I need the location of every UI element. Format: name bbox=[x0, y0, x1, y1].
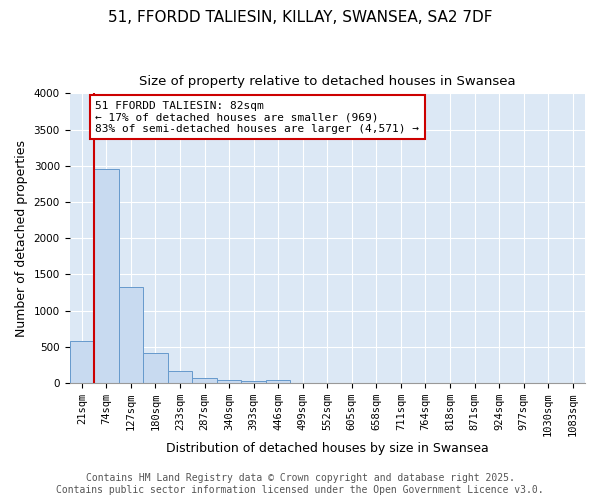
Bar bbox=[94, 168, 119, 383]
Bar bbox=[241, 381, 266, 383]
Bar bbox=[143, 352, 168, 383]
Title: Size of property relative to detached houses in Swansea: Size of property relative to detached ho… bbox=[139, 75, 515, 88]
Y-axis label: Number of detached properties: Number of detached properties bbox=[15, 140, 28, 336]
Text: Contains HM Land Registry data © Crown copyright and database right 2025.
Contai: Contains HM Land Registry data © Crown c… bbox=[56, 474, 544, 495]
Bar bbox=[192, 378, 217, 383]
Bar bbox=[168, 372, 192, 383]
Text: 51, FFORDD TALIESIN, KILLAY, SWANSEA, SA2 7DF: 51, FFORDD TALIESIN, KILLAY, SWANSEA, SA… bbox=[108, 10, 492, 25]
X-axis label: Distribution of detached houses by size in Swansea: Distribution of detached houses by size … bbox=[166, 442, 488, 455]
Text: 51 FFORDD TALIESIN: 82sqm
← 17% of detached houses are smaller (969)
83% of semi: 51 FFORDD TALIESIN: 82sqm ← 17% of detac… bbox=[95, 100, 419, 134]
Bar bbox=[70, 341, 94, 383]
Bar bbox=[119, 286, 143, 383]
Bar bbox=[217, 380, 241, 383]
Bar bbox=[266, 380, 290, 383]
